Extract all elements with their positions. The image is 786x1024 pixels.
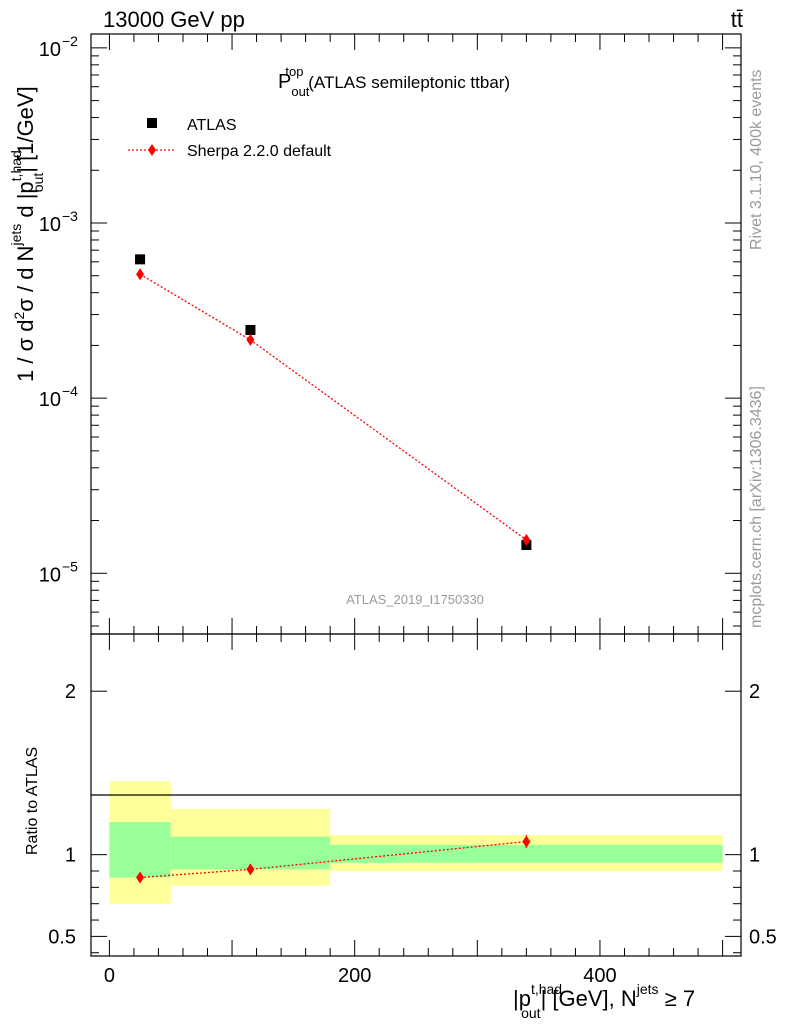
main-panel: Pouttop (ATLAS semileptonic ttbar) 1 / σ… [8, 33, 742, 635]
ratio-sherpa-point [522, 835, 531, 848]
y-tick-label: 10 [39, 214, 61, 236]
ratio-y-label: Ratio to ATLAS [24, 747, 41, 855]
ratio-sherpa-point [136, 871, 145, 884]
legend-atlas-label: ATLAS [187, 117, 237, 134]
y-tick-label: 10 [39, 39, 61, 61]
x-axis-label: |pt,had out| [GeV], Njets ≥ 7 [513, 981, 695, 1021]
ratio-y-tick-label: 1 [65, 845, 76, 867]
main-title: Pouttop (ATLAS semileptonic ttbar) [278, 64, 510, 99]
ratio-y-tick-label-right: 1 [749, 845, 760, 867]
ratio-frame [90, 633, 742, 957]
y-axis-label: 1 / σ d2σ / d Njets d |pt,hadout| [1/GeV… [8, 86, 46, 382]
y-tick-label-exponent: −3 [62, 208, 78, 224]
rivet-label: Rivet 3.1.10, 400k events [748, 69, 765, 250]
sherpa-point [522, 533, 531, 546]
process-label: tt̄ [731, 7, 743, 32]
ratio-y-tick-label-right: 0.5 [749, 926, 777, 948]
y-tick-label-exponent: −4 [62, 383, 78, 399]
ratio-sherpa-line [140, 840, 527, 879]
sherpa-point [136, 268, 145, 281]
ratio-panel: 0.5 0.5 1 1 2 2 0 200 400 Ratio to ATLAS |pt,had… [24, 633, 777, 1021]
y-tick-label-exponent: −2 [62, 33, 78, 49]
legend-sherpa-label: Sherpa 2.2.0 default [187, 143, 332, 160]
ratio-sherpa-point [246, 863, 255, 876]
y-tick-label-exponent: −5 [62, 558, 78, 574]
ratio-band-inner [109, 821, 171, 878]
mcplots-label: mcplots.cern.ch [arXiv:1306.3436] [748, 386, 765, 628]
x-tick-label: 400 [583, 965, 616, 987]
sherpa-line [139, 273, 527, 541]
legend-atlas-marker [147, 118, 157, 128]
sherpa-point [246, 333, 255, 346]
atlas-point [245, 324, 256, 335]
atlas-point [135, 254, 146, 265]
ratio-y-tick-label: 0.5 [48, 926, 76, 948]
ratio-y-tick-label: 2 [65, 681, 76, 703]
y-tick-label: 10 [39, 564, 61, 586]
x-tick-label: 0 [104, 965, 115, 987]
legend: ATLAS Sherpa 2.2.0 default [128, 117, 332, 160]
ratio-band-inner [330, 844, 723, 863]
x-tick-label: 200 [338, 965, 371, 987]
ratio-y-tick-label-right: 2 [749, 681, 760, 703]
legend-sherpa-marker [148, 144, 156, 156]
analysis-label: ATLAS_2019_I1750330 [346, 592, 484, 607]
energy-label: 13000 GeV pp [103, 7, 245, 32]
y-tick-label: 10 [39, 389, 61, 411]
